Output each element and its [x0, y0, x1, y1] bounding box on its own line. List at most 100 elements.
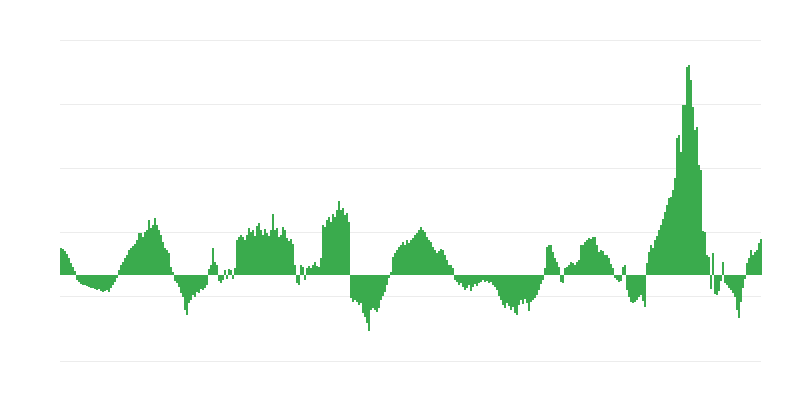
bar	[630, 275, 632, 302]
bar	[702, 231, 704, 275]
bar	[198, 275, 200, 293]
bar	[434, 250, 436, 275]
bar	[714, 275, 716, 294]
bar	[412, 238, 414, 275]
bar	[680, 152, 682, 275]
bar	[158, 230, 160, 275]
bar	[692, 107, 694, 275]
bar	[462, 275, 464, 287]
bar	[548, 245, 550, 275]
bar	[480, 275, 482, 282]
bar	[564, 268, 566, 275]
bar	[510, 275, 512, 310]
bar	[516, 275, 518, 315]
bar	[372, 275, 374, 308]
bar	[354, 275, 356, 300]
bar	[192, 275, 194, 295]
bar	[346, 213, 348, 275]
bar	[186, 275, 188, 315]
bar	[360, 275, 362, 303]
bar	[522, 275, 524, 304]
bar	[182, 275, 184, 297]
bar	[332, 214, 334, 275]
bar	[604, 255, 606, 275]
bar	[472, 275, 474, 287]
bar	[116, 275, 118, 278]
bar	[560, 275, 562, 282]
bar	[348, 222, 350, 275]
bar	[374, 275, 376, 310]
bar	[108, 275, 110, 292]
bar	[294, 265, 296, 275]
bar	[684, 105, 686, 275]
bar	[274, 230, 276, 275]
bar	[390, 272, 392, 275]
bar	[242, 237, 244, 275]
bar	[156, 225, 158, 275]
bar	[752, 255, 754, 275]
bar	[344, 215, 346, 275]
bar	[314, 262, 316, 275]
bar	[110, 275, 112, 288]
bar	[248, 228, 250, 275]
bar	[408, 243, 410, 275]
bar	[596, 245, 598, 275]
bar	[338, 201, 340, 275]
bar	[616, 275, 618, 280]
bar	[140, 233, 142, 275]
bar	[282, 227, 284, 275]
bar	[398, 247, 400, 275]
bar	[356, 275, 358, 302]
bar	[600, 250, 602, 275]
bar	[264, 229, 266, 275]
bar	[682, 105, 684, 275]
bar	[644, 275, 646, 307]
bar	[738, 275, 740, 318]
bar	[436, 253, 438, 275]
bar	[244, 240, 246, 275]
bar	[486, 275, 488, 281]
bar	[222, 275, 224, 280]
bar	[176, 275, 178, 283]
bar	[758, 243, 760, 275]
bar	[756, 250, 758, 275]
bar	[614, 275, 616, 278]
bar	[378, 275, 380, 308]
bar	[292, 244, 294, 275]
bar	[528, 275, 530, 311]
bar	[544, 268, 546, 275]
bar	[302, 267, 304, 275]
bar	[150, 228, 152, 275]
bar	[60, 248, 62, 275]
bar	[740, 275, 742, 302]
bar	[732, 275, 734, 293]
bar	[712, 253, 714, 275]
bar	[406, 240, 408, 275]
bar	[576, 262, 578, 275]
bar	[460, 275, 462, 283]
bar	[650, 245, 652, 275]
bar	[720, 275, 722, 281]
bar	[594, 237, 596, 275]
bar	[540, 275, 542, 284]
bar	[474, 275, 476, 284]
bar	[280, 235, 282, 275]
bar	[750, 250, 752, 275]
bar	[128, 250, 130, 275]
bar	[598, 252, 600, 275]
bar	[136, 240, 138, 275]
bar	[170, 267, 172, 275]
bar	[634, 275, 636, 302]
bar	[392, 257, 394, 275]
bar	[404, 245, 406, 275]
bar	[508, 275, 510, 306]
bar	[584, 242, 586, 275]
bar	[648, 252, 650, 275]
bar	[102, 275, 104, 292]
bar	[438, 251, 440, 275]
bar	[432, 247, 434, 275]
bar	[146, 230, 148, 275]
bar	[358, 275, 360, 305]
bar	[664, 212, 666, 275]
bar	[76, 275, 78, 280]
